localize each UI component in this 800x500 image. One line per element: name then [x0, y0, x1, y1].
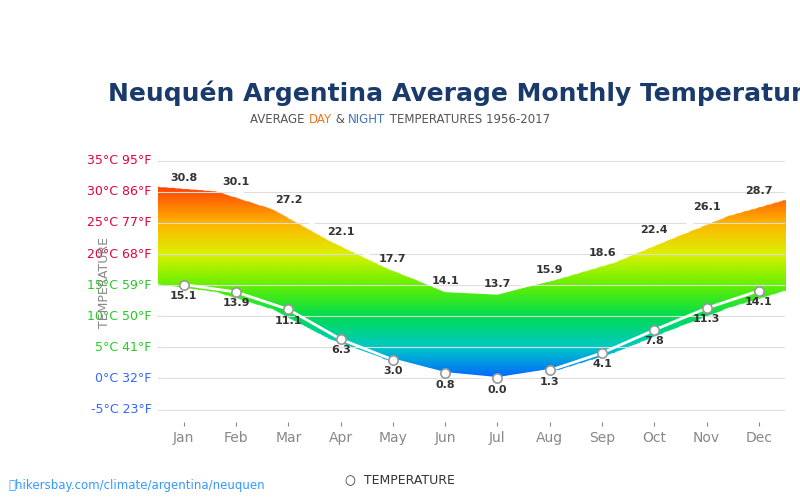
Text: 27.2: 27.2 [274, 195, 302, 205]
Text: 13.9: 13.9 [222, 298, 250, 308]
Text: 30.8: 30.8 [170, 172, 198, 182]
Point [648, 326, 661, 334]
Point [596, 349, 609, 357]
Text: 15°C 59°F: 15°C 59°F [87, 278, 151, 291]
Text: 22.4: 22.4 [641, 225, 668, 235]
Text: 15.9: 15.9 [536, 265, 563, 275]
Text: 14.1: 14.1 [431, 276, 459, 286]
Point [439, 370, 452, 378]
Text: 0.0: 0.0 [488, 384, 507, 394]
Text: 11.3: 11.3 [693, 314, 720, 324]
Point [334, 336, 347, 344]
Text: TEMPERATURES 1956-2017: TEMPERATURES 1956-2017 [386, 113, 550, 126]
Point [386, 356, 399, 364]
Point [543, 366, 556, 374]
Text: 20°C 68°F: 20°C 68°F [87, 248, 151, 260]
Text: 1.3: 1.3 [540, 376, 559, 386]
Text: 7.8: 7.8 [645, 336, 664, 346]
Text: 15.1: 15.1 [170, 291, 198, 301]
Text: NIGHT: NIGHT [348, 113, 386, 126]
Text: TEMPERATURE: TEMPERATURE [98, 236, 111, 328]
Point [230, 288, 242, 296]
Text: ○  TEMPERATURE: ○ TEMPERATURE [345, 474, 455, 486]
Point [700, 304, 713, 312]
Text: 14.1: 14.1 [745, 297, 773, 307]
Text: 17.7: 17.7 [379, 254, 406, 264]
Point [491, 374, 504, 382]
Text: 13.7: 13.7 [484, 279, 511, 289]
Title: Neuquén Argentina Average Monthly Temperatures: Neuquén Argentina Average Monthly Temper… [108, 80, 800, 106]
Text: 4.1: 4.1 [592, 359, 612, 369]
Point [753, 287, 766, 295]
Point [178, 280, 190, 288]
Text: -5°C 23°F: -5°C 23°F [90, 403, 151, 416]
Text: 22.1: 22.1 [327, 226, 354, 236]
Text: 26.1: 26.1 [693, 202, 720, 212]
Text: 6.3: 6.3 [330, 346, 350, 356]
Text: 11.1: 11.1 [274, 316, 302, 326]
Text: 25°C 77°F: 25°C 77°F [87, 216, 151, 230]
Text: 28.7: 28.7 [745, 186, 773, 196]
Text: 35°C 95°F: 35°C 95°F [87, 154, 151, 168]
Text: 30°C 86°F: 30°C 86°F [87, 186, 151, 198]
Point [282, 306, 294, 314]
Text: 0.8: 0.8 [435, 380, 455, 390]
Text: 5°C 41°F: 5°C 41°F [95, 341, 151, 354]
Text: 10°C 50°F: 10°C 50°F [87, 310, 151, 323]
Text: 30.1: 30.1 [222, 177, 250, 187]
Text: 3.0: 3.0 [383, 366, 402, 376]
Text: 18.6: 18.6 [588, 248, 616, 258]
Text: &: & [332, 113, 348, 126]
Text: 📍hikersbay.com/climate/argentina/neuquen: 📍hikersbay.com/climate/argentina/neuquen [8, 478, 265, 492]
Text: DAY: DAY [309, 113, 332, 126]
Text: AVERAGE: AVERAGE [250, 113, 309, 126]
Text: 0°C 32°F: 0°C 32°F [95, 372, 151, 385]
